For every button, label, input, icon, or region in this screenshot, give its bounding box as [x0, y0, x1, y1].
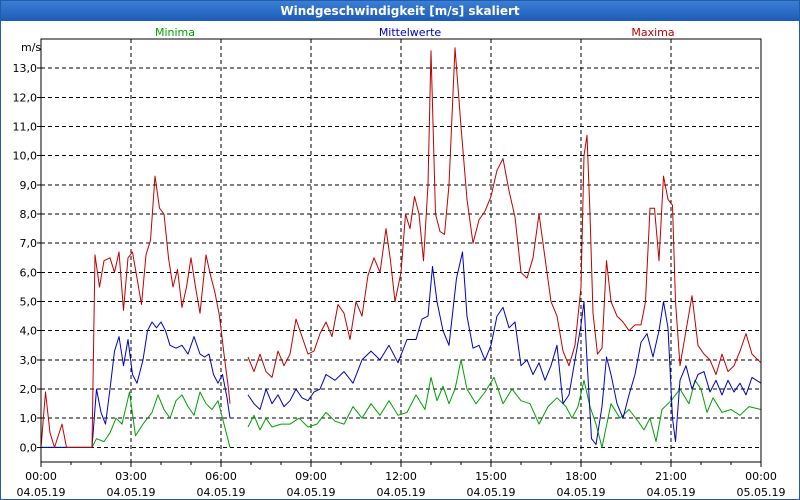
- x-tick-time-label: 00:00: [745, 470, 777, 483]
- y-tick-label: 9,0: [20, 179, 38, 192]
- x-tick-date-label: 04.05.19: [107, 486, 156, 499]
- window-title: Windgeschwindigkeit [m/s] skaliert: [1, 1, 799, 21]
- y-tick-label: 3,0: [20, 354, 38, 367]
- x-tick-time-label: 09:00: [295, 470, 327, 483]
- grid: [41, 39, 761, 462]
- y-tick-label: 8,0: [20, 208, 38, 221]
- x-tick-time-label: 18:00: [565, 470, 597, 483]
- y-tick-label: 10,0: [13, 150, 38, 163]
- legend-maxima: Maxima: [631, 26, 674, 39]
- x-tick-date-label: 04.05.19: [197, 486, 246, 499]
- x-tick-time-label: 03:00: [115, 470, 147, 483]
- x-tick-time-label: 21:00: [655, 470, 687, 483]
- y-tick-label: 0,0: [20, 441, 38, 454]
- x-tick-date-label: 04.05.19: [17, 486, 66, 499]
- y-tick-label: 4,0: [20, 325, 38, 338]
- y-tick-label: 11,0: [13, 121, 38, 134]
- maxima-line: [40, 175, 231, 448]
- x-tick-time-label: 00:00: [25, 470, 57, 483]
- legend-mittelwerte: Mittelwerte: [379, 26, 442, 39]
- plot-frame: [40, 38, 762, 463]
- x-tick-date-label: 04.05.19: [647, 486, 696, 499]
- x-tick-date-label: 04.05.19: [287, 486, 336, 499]
- x-tick-date-label: 04.05.19: [557, 486, 606, 499]
- x-tick-date-label: 04.05.19: [467, 486, 516, 499]
- x-tick-time-label: 12:00: [385, 470, 417, 483]
- y-tick-label: 5,0: [20, 296, 38, 309]
- x-tick-time-label: 15:00: [475, 470, 507, 483]
- x-tick-date-label: 05.05.19: [737, 486, 786, 499]
- minima-line: [41, 391, 231, 448]
- y-tick-label: 7,0: [20, 237, 38, 250]
- y-tick-label: 13,0: [13, 62, 38, 75]
- x-tick-time-label: 06:00: [205, 470, 237, 483]
- maxima-line: [247, 47, 762, 378]
- series-lines: [40, 47, 762, 448]
- x-tick-date-label: 04.05.19: [377, 486, 426, 499]
- axis-ticks: 0,0 1,0 2,0 3,0 4,0 5,0 6,0 7,0 8,0 9,0 10,0 11,0 12…: [13, 62, 786, 499]
- legend-minima: Minima: [155, 26, 195, 39]
- y-tick-label: 2,0: [20, 383, 38, 396]
- y-tick-label: 1,0: [20, 412, 38, 425]
- y-tick-label: 12,0: [13, 91, 38, 104]
- mittelwerte-line: [247, 251, 762, 445]
- y-tick-label: 6,0: [20, 266, 38, 279]
- y-unit-label: m/s: [21, 41, 41, 54]
- minima-line: [247, 359, 762, 448]
- mittelwerte-line: [41, 321, 231, 448]
